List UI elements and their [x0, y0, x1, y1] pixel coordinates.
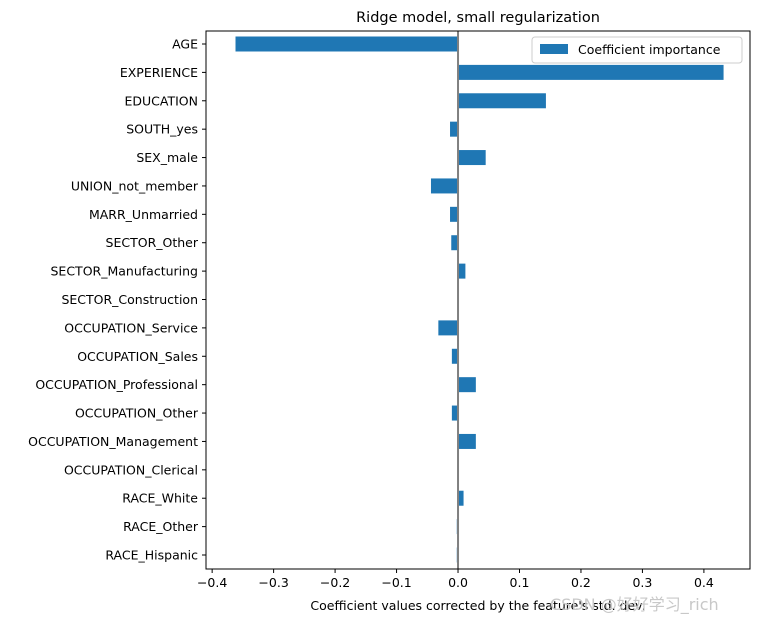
x-tick-label: −0.3 [258, 575, 288, 590]
legend-label: Coefficient importance [578, 42, 721, 57]
y-tick-label: AGE [172, 37, 198, 52]
y-tick-label: SECTOR_Manufacturing [51, 264, 199, 279]
chart-title: Ridge model, small regularization [356, 10, 600, 26]
x-tick-label: −0.4 [197, 575, 227, 590]
legend: Coefficient importance [531, 36, 743, 64]
x-tick-label: 0.2 [571, 575, 591, 590]
bar [458, 263, 466, 279]
bar [451, 235, 459, 251]
x-tick-label: 0.1 [510, 575, 530, 590]
y-tick-label: SECTOR_Other [106, 235, 199, 250]
bar [430, 178, 459, 194]
y-tick-label: RACE_White [122, 491, 198, 506]
y-tick-label: EDUCATION [125, 93, 199, 108]
y-tick-label: SECTOR_Construction [61, 292, 198, 307]
legend-box [531, 36, 743, 64]
bar [458, 490, 464, 506]
x-tick-label: 0.3 [632, 575, 652, 590]
bar [458, 377, 476, 393]
y-tick-label: OCCUPATION_Sales [77, 349, 198, 364]
y-tick-label: OCCUPATION_Clerical [64, 462, 198, 477]
y-tick-label: UNION_not_member [71, 178, 199, 193]
bar [450, 206, 459, 222]
x-tick-label: 0.0 [448, 575, 468, 590]
y-tick-label: EXPERIENCE [120, 65, 198, 80]
bar [458, 150, 486, 166]
x-axis-title: Coefficient values corrected by the feat… [310, 598, 645, 613]
watermark: CSDN @好好学习_rich [550, 595, 719, 615]
bar [458, 93, 546, 109]
y-tick-label: RACE_Hispanic [105, 548, 198, 563]
y-tick-label: SEX_male [136, 150, 198, 165]
y-tick-label: OCCUPATION_Management [28, 434, 198, 449]
x-tick-label: −0.2 [320, 575, 350, 590]
y-tick-label: RACE_Other [123, 519, 199, 534]
x-tick-label: −0.1 [381, 575, 411, 590]
bar [235, 36, 459, 52]
bar [451, 348, 459, 364]
y-axis: AGE EXPERIENCE EDUCATION SOUTH_yes SEX_male U… [28, 37, 206, 563]
y-tick-label: SOUTH_yes [126, 122, 198, 137]
bar [458, 64, 724, 80]
y-tick-label: OCCUPATION_Other [75, 406, 199, 421]
y-tick-label: OCCUPATION_Service [64, 320, 198, 335]
x-tick-label: 0.4 [694, 575, 714, 590]
legend-swatch [540, 44, 568, 54]
bar [458, 433, 476, 449]
bar [451, 405, 459, 421]
bars-group [235, 36, 724, 563]
x-axis: −0.4 −0.3 −0.2 −0.1 0.0 0.1 0.2 0.3 0.4 [197, 569, 714, 590]
y-tick-label: MARR_Unmarried [89, 207, 198, 222]
y-tick-label: OCCUPATION_Professional [35, 377, 198, 392]
bar [450, 121, 459, 137]
bar [438, 320, 459, 336]
